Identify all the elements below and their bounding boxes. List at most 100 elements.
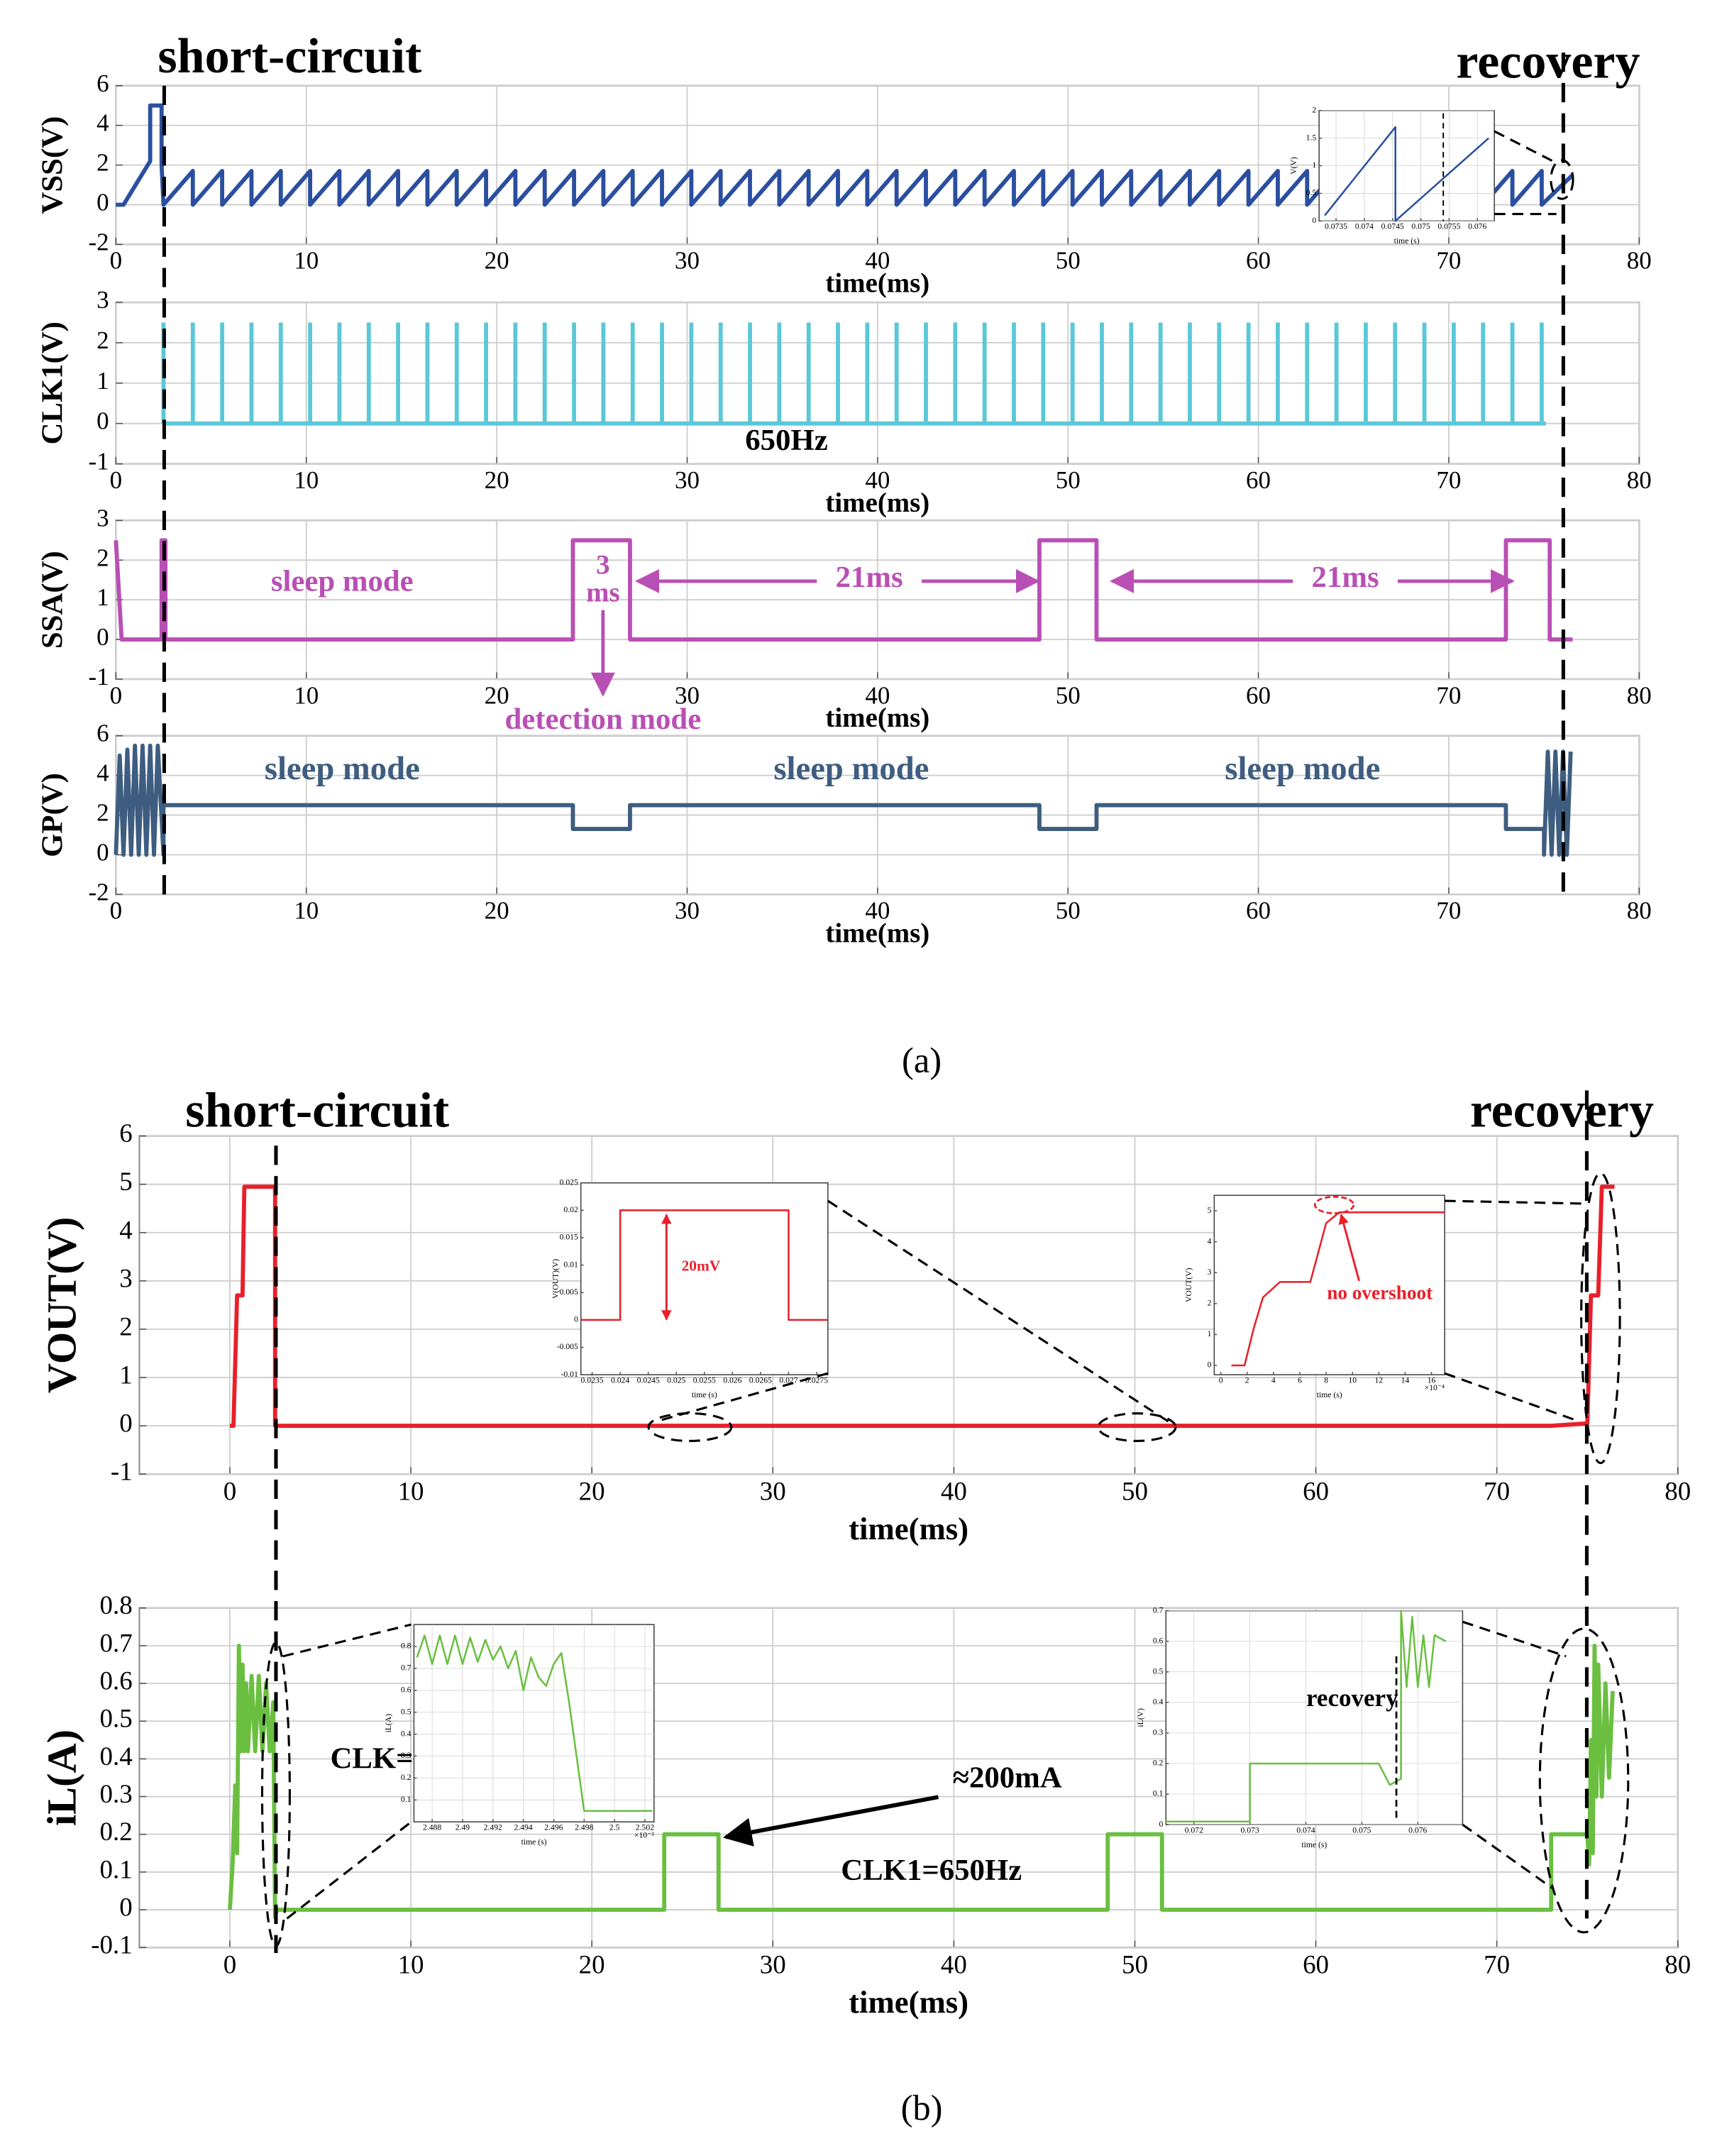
- x-tick-label: 0: [223, 1949, 236, 1979]
- chart: 0.0235 0.024 0.0245 0.025 0.0255 0.026 0.0265 0…: [551, 1177, 829, 1399]
- y-tick-label: 0.5: [1153, 1666, 1164, 1676]
- zoom-line: [827, 1199, 1174, 1426]
- y-tick-label: 0.2: [100, 1817, 133, 1846]
- x-tick-label: 0: [110, 897, 123, 925]
- x-tick-label: 4: [1271, 1376, 1276, 1385]
- annotation: ms: [586, 577, 620, 607]
- y-axis-label: GP(V): [36, 773, 70, 857]
- series-line: [580, 1209, 828, 1321]
- x-tick-label: 10: [294, 466, 319, 494]
- y-tick-label: 6: [96, 70, 109, 97]
- x-tick-label: 80: [1627, 247, 1652, 275]
- x-tick-label: 40: [941, 1949, 967, 1979]
- series-line: [1231, 1211, 1445, 1367]
- y-tick-label: 2: [96, 799, 109, 827]
- x-tick-label: 0.076: [1408, 1826, 1427, 1835]
- zoom-line: [286, 1820, 412, 1920]
- x-tick-label: 8: [1324, 1376, 1328, 1385]
- x-tick-label: 0.027: [779, 1376, 797, 1385]
- y-tick-label: 0: [1208, 1360, 1212, 1370]
- y-tick-label: 0: [96, 623, 109, 651]
- x-tick-label: 60: [1246, 897, 1271, 925]
- x-axis-label: time (s): [1394, 236, 1420, 246]
- x-tick-label: 0.076: [1468, 222, 1486, 231]
- annotation: sleep mode: [773, 750, 929, 787]
- y-tick-label: 0: [96, 838, 109, 866]
- x-tick-label: 0.072: [1185, 1826, 1203, 1835]
- annotation: 20mV: [682, 1257, 721, 1274]
- x-axis-label: time(ms): [849, 1511, 968, 1546]
- y-tick-label: 0.4: [100, 1742, 133, 1771]
- x-tick-label: 2.494: [514, 1823, 532, 1832]
- y-tick-label: 0.1: [401, 1795, 412, 1804]
- x-tick-label: 20: [485, 247, 509, 275]
- y-tick-label: 4: [1208, 1236, 1212, 1245]
- y-tick-label: 0.7: [1153, 1605, 1164, 1615]
- x-tick-label: 70: [1436, 681, 1461, 709]
- x-tick-label: 6: [1298, 1376, 1302, 1385]
- x-tick-label: 70: [1484, 1949, 1510, 1979]
- y-tick-label: 2: [119, 1311, 132, 1341]
- y-tick-label: -1: [88, 448, 109, 475]
- series-line: [416, 1634, 653, 1813]
- x-axis-label: time (s): [521, 1837, 547, 1847]
- x-tick-label: 0.075: [1352, 1826, 1371, 1835]
- zoom-line: [1444, 1372, 1581, 1423]
- x-tick-label: 10: [294, 897, 319, 925]
- series-line: [114, 743, 1573, 857]
- x-tick-label: 40: [865, 466, 890, 494]
- y-tick-label: 3: [1208, 1267, 1212, 1277]
- annotation: recovery: [1456, 35, 1640, 89]
- y-tick-label: 0.1: [100, 1854, 133, 1883]
- x-axis-label: time (s): [1317, 1390, 1342, 1399]
- zoom-ellipse: [647, 1412, 733, 1443]
- annotation: 650Hz: [745, 424, 827, 457]
- y-tick-label: -1: [111, 1457, 133, 1486]
- series-line: [1324, 126, 1489, 222]
- x-tick-label: 0.0265: [749, 1376, 772, 1385]
- x-tick-label: 50: [1122, 1949, 1148, 1979]
- x-tick-label: 60: [1246, 466, 1271, 494]
- zoom-line: [655, 1372, 829, 1423]
- x-tick-label: 60: [1303, 1476, 1329, 1505]
- y-tick-label: 2: [1312, 105, 1316, 114]
- y-tick-label: 0: [96, 407, 109, 435]
- y-tick-label: 0.5: [1306, 188, 1317, 197]
- zoom-ellipse: [1538, 1627, 1630, 1934]
- y-tick-label: 0.6: [1153, 1636, 1164, 1645]
- x-tick-label: 30: [675, 681, 700, 709]
- x-tick-label: 2: [1245, 1376, 1249, 1385]
- x-axis-label: time (s): [1301, 1840, 1327, 1849]
- zoom-ellipse: [1097, 1412, 1177, 1443]
- y-tick-label: 2: [1208, 1299, 1212, 1308]
- x-tick-label: 40: [865, 247, 890, 275]
- y-tick-label: 4: [119, 1215, 132, 1244]
- chart: 0.072 0.073 0.074 0.075 0.076 0 0.1 0.2 0.3 0.4 0.…: [1136, 1605, 1464, 1849]
- y-axis-label: iL(A): [39, 1729, 85, 1826]
- x-tick-label: 40: [865, 681, 890, 709]
- x-axis-label: time(ms): [825, 918, 929, 949]
- x-tick-label: 0.024: [611, 1376, 629, 1385]
- x-axis-label: time(ms): [825, 488, 929, 518]
- x-tick-label: 30: [675, 247, 700, 275]
- x-tick-label: 50: [1056, 466, 1081, 494]
- zoom-ellipse: [1550, 159, 1574, 200]
- y-tick-label: -0.01: [561, 1370, 578, 1379]
- x-tick-label: 60: [1246, 247, 1271, 275]
- annotation: detection mode: [504, 703, 701, 736]
- x-tick-label: 40: [941, 1476, 967, 1505]
- x-tick-label: 80: [1627, 681, 1652, 709]
- y-tick-label: 0.02: [563, 1205, 578, 1214]
- y-tick-label: 0.5: [100, 1704, 133, 1733]
- y-tick-label: 6: [96, 720, 109, 747]
- x-tick-label: 20: [579, 1949, 605, 1979]
- x-tick-label: 70: [1436, 466, 1461, 494]
- plots: 0 10 20 30 40 50 60 70 80-20246time(ms)VSS(V)sho…: [36, 29, 1691, 2020]
- y-tick-label: 0.6: [100, 1666, 133, 1695]
- y-tick-label: -2: [88, 228, 109, 255]
- series-line: [228, 1644, 1615, 1920]
- y-axis-label: V(V): [1289, 157, 1298, 175]
- x-tick-label: 0.074: [1296, 1826, 1315, 1835]
- x-tick-label: 80: [1665, 1476, 1691, 1505]
- series-line: [114, 538, 1573, 642]
